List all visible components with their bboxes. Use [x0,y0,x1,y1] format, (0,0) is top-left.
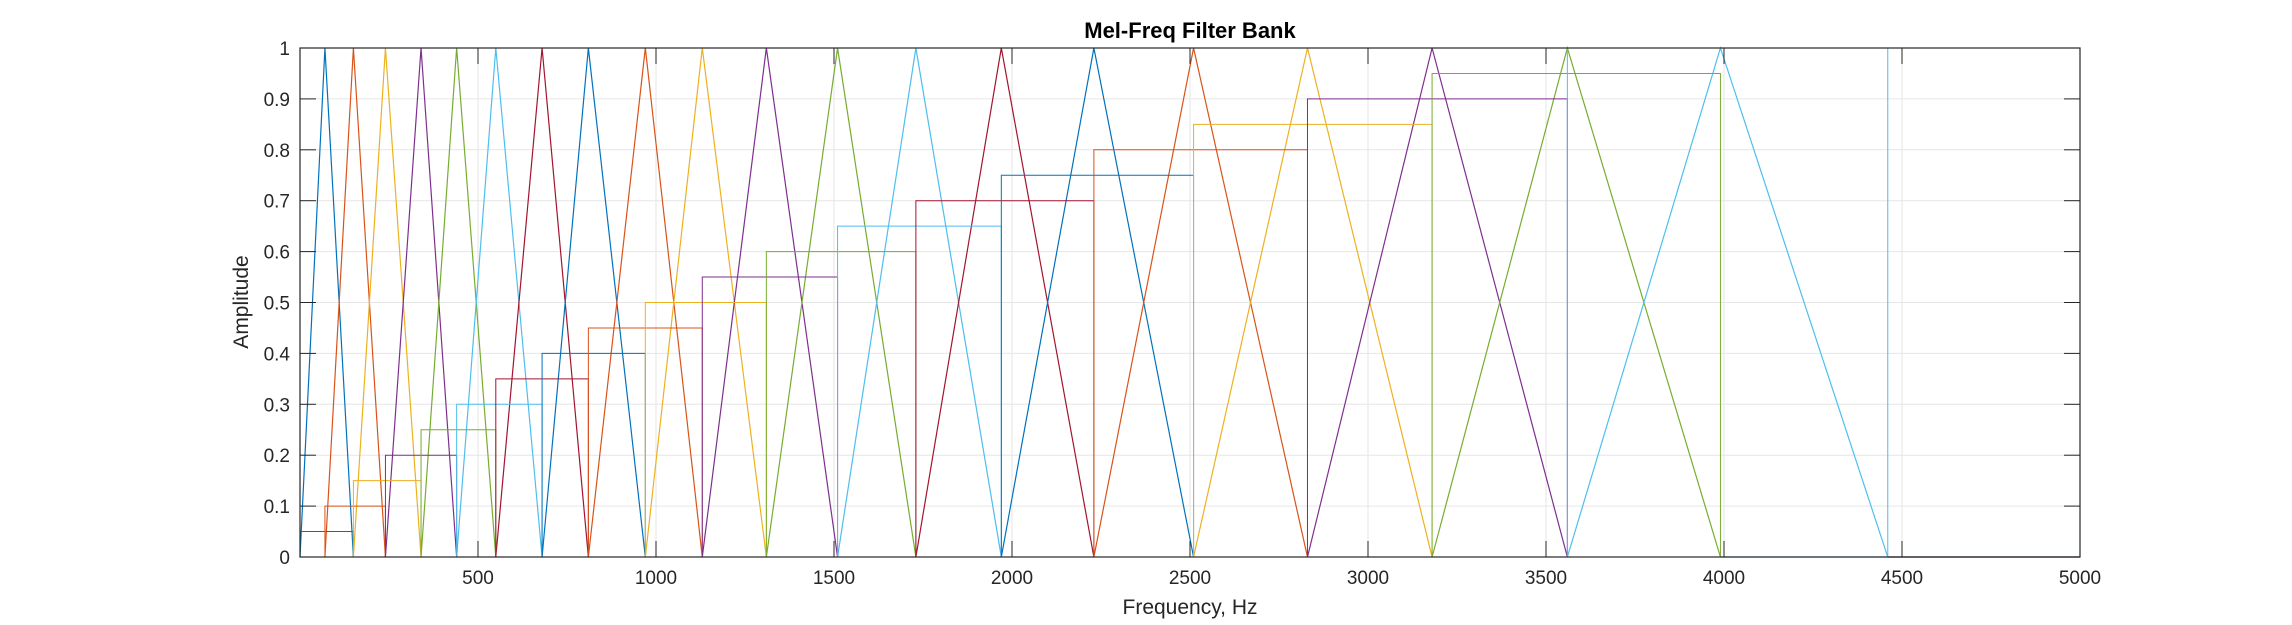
y-axis-label: Amplitude [230,255,253,348]
x-tick-label: 2500 [1169,568,1211,589]
y-tick-label: 0.7 [264,192,290,213]
y-tick-label: 0.2 [264,446,290,467]
x-tick-label: 1500 [813,568,855,589]
staircase-segment [1431,72,1721,557]
x-tick-label: 2000 [991,568,1033,589]
y-tick-label: 0 [279,548,290,569]
x-tick-label: 5000 [2059,568,2101,589]
x-tick-label: 500 [462,568,494,589]
y-tick-label: 0.4 [264,344,291,365]
axes: 500 1000 1500 2000 2500 3000 3500 4000 4500 5000 0… [264,39,2102,589]
x-tick-label: 3000 [1347,568,1389,589]
x-tick-label: 4000 [1703,568,1745,589]
x-axis-label: Frequency, Hz [1123,596,1258,619]
chart-title: Mel-Freq Filter Bank [1084,18,1296,43]
y-tick-label: 0.1 [264,497,290,518]
y-tick-label: 0.6 [264,243,290,264]
y-tick-label: 1 [279,39,290,60]
x-tick-label: 4500 [1881,568,1923,589]
y-tick-label: 0.5 [264,294,290,315]
y-tick-label: 0.3 [264,395,290,416]
y-tick-label: 0.8 [264,141,290,162]
y-tick-label: 0.9 [264,90,290,111]
x-tick-label: 1000 [635,568,677,589]
x-tick-label: 3500 [1525,568,1567,589]
